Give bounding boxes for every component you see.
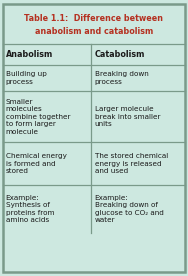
Text: anabolism and catabolism: anabolism and catabolism (35, 26, 153, 36)
Text: Chemical energy
is formed and
stored: Chemical energy is formed and stored (6, 153, 67, 174)
Text: Example:
Synthesis of
proteins from
amino acids: Example: Synthesis of proteins from amin… (6, 195, 54, 223)
Text: Anabolism: Anabolism (6, 50, 53, 59)
Text: Smaller
molecules
combine together
to form larger
molecule: Smaller molecules combine together to fo… (6, 99, 70, 135)
Text: Catabolism: Catabolism (95, 50, 145, 59)
Text: Breaking down
process: Breaking down process (95, 71, 148, 85)
Text: Building up
process: Building up process (6, 71, 46, 85)
Text: Table 1.1:  Difference between: Table 1.1: Difference between (24, 14, 164, 23)
Text: Example:
Breaking down of
glucose to CO₂ and
water: Example: Breaking down of glucose to CO₂… (95, 195, 163, 223)
Text: Larger molecule
break into smaller
units: Larger molecule break into smaller units (95, 106, 160, 127)
Text: The stored chemical
energy is released
and used: The stored chemical energy is released a… (95, 153, 168, 174)
